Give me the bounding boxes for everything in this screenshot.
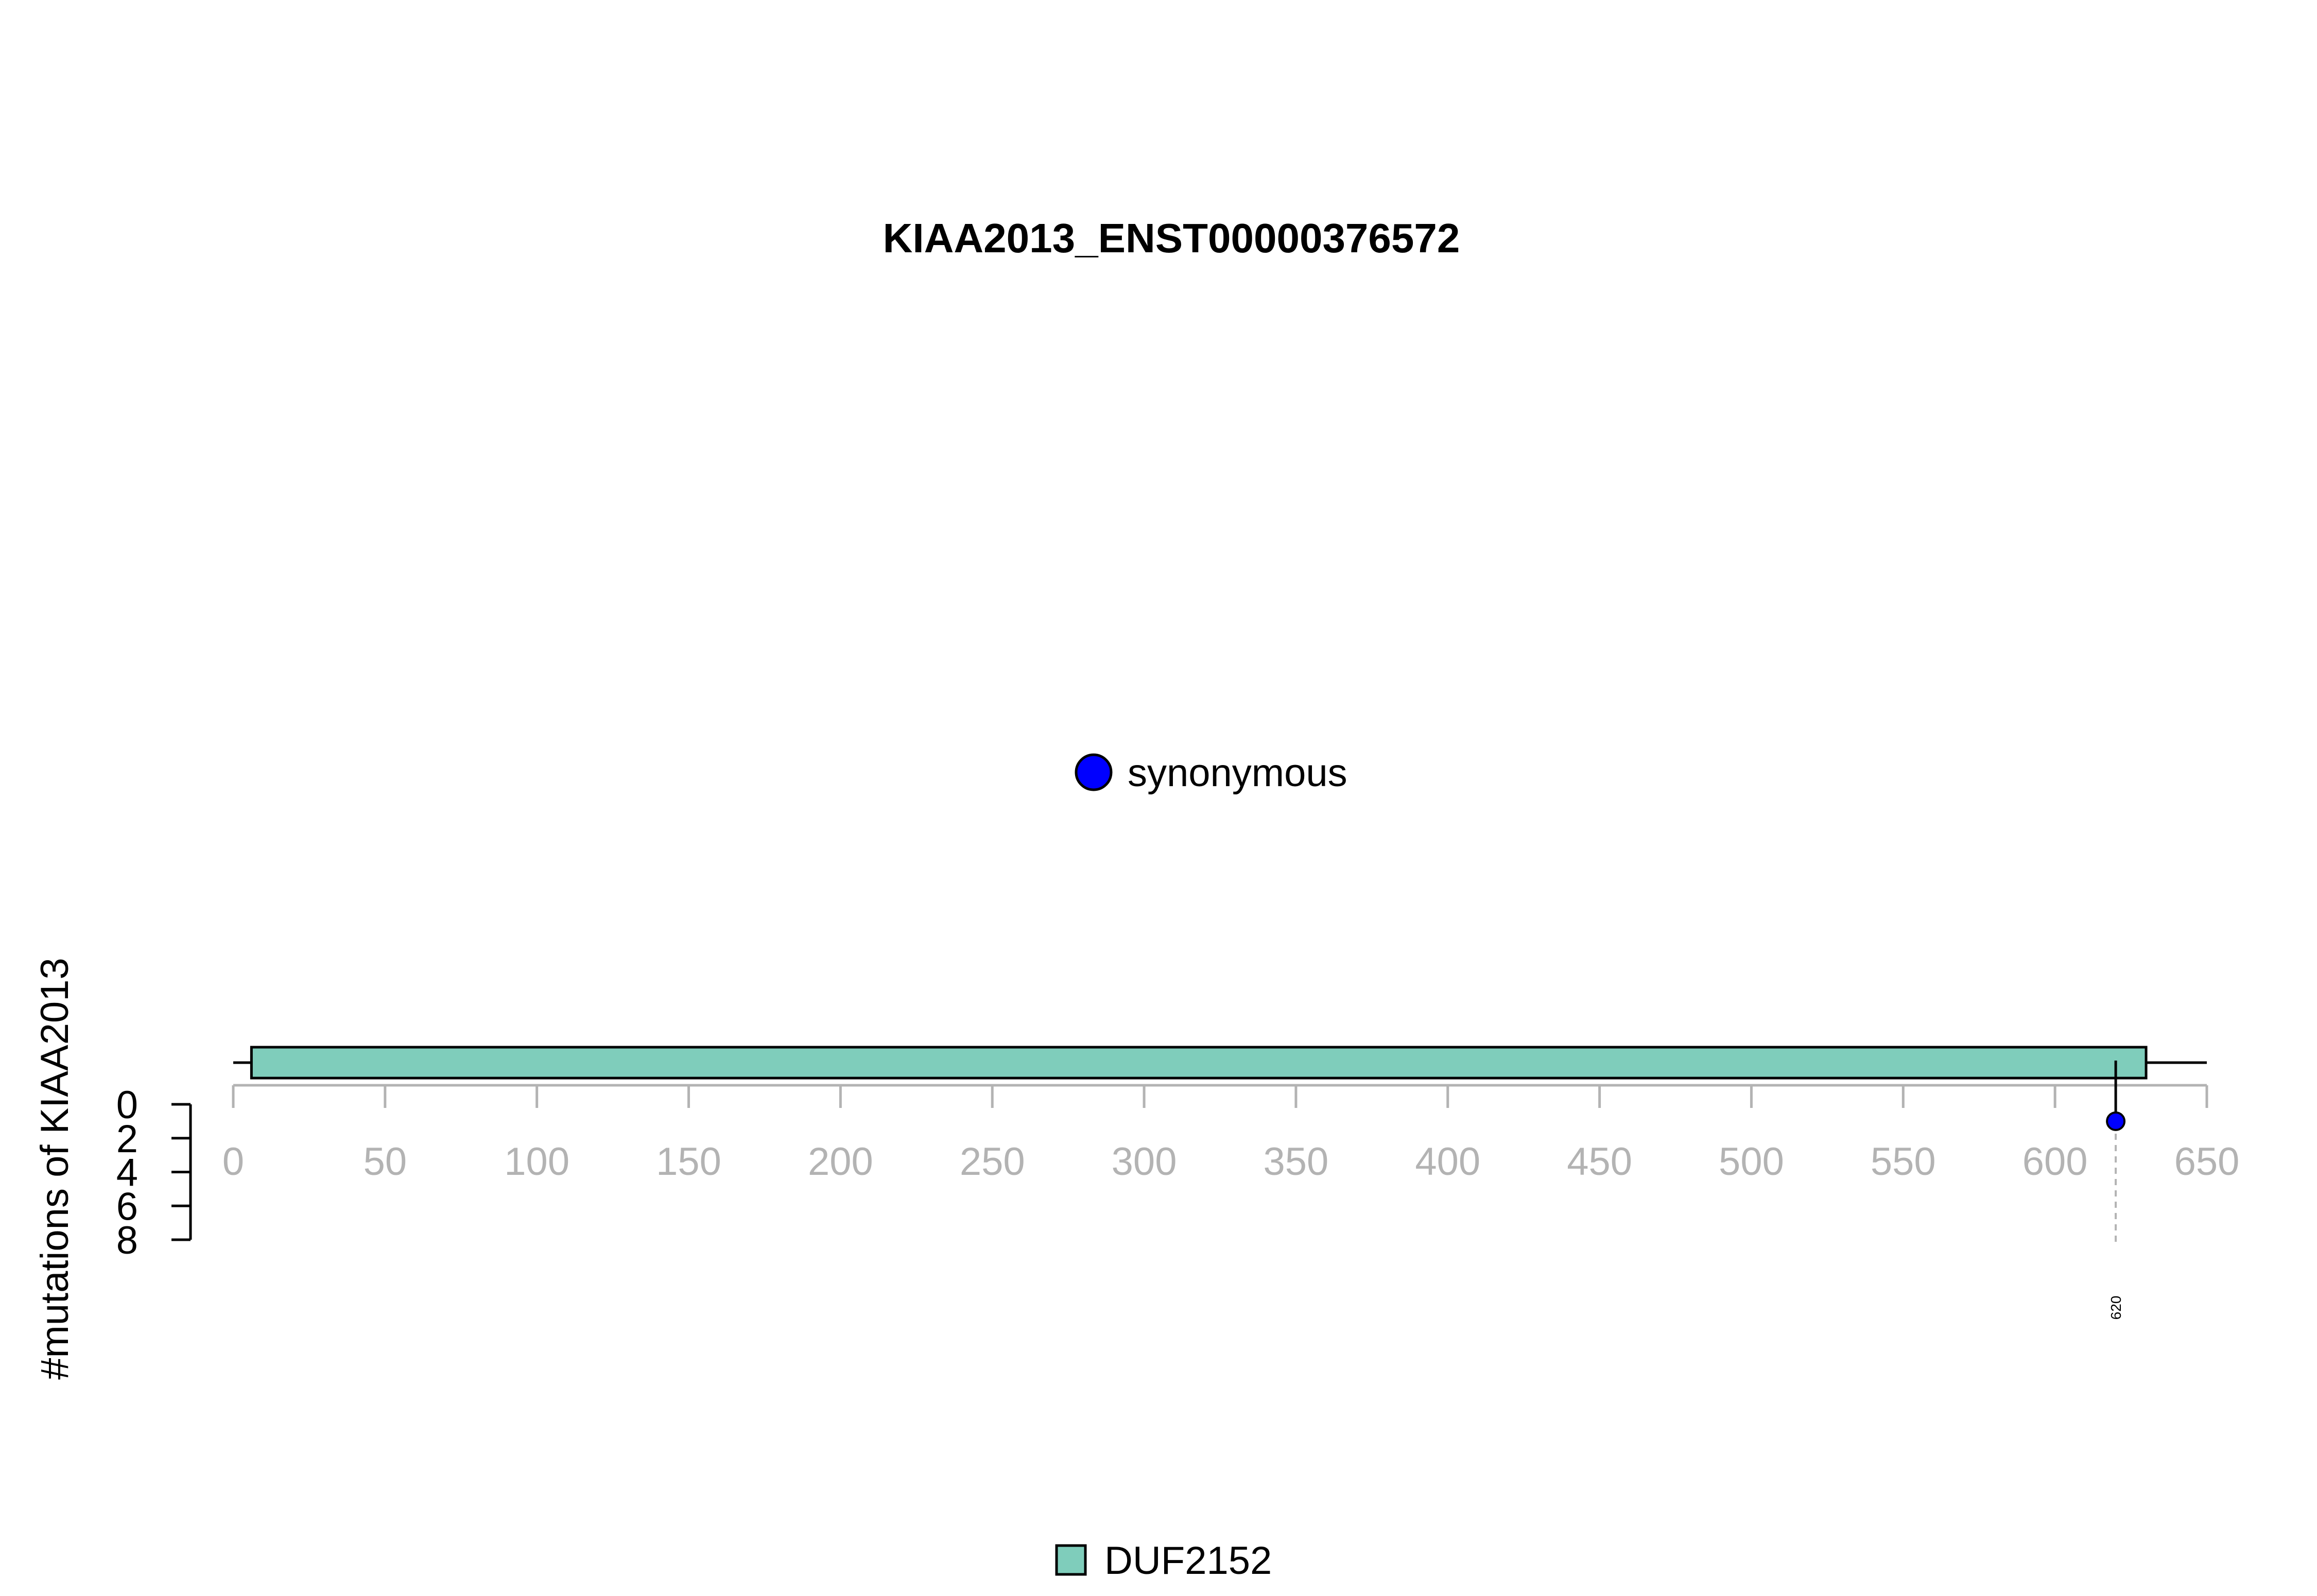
legend-label-synonymous: synonymous xyxy=(1128,751,1347,795)
x-axis: 0 50 100 150 200 250 300 350 400 450 500 550 600 650 xyxy=(222,1084,2240,1184)
domain-legend-swatch-DUF2152 xyxy=(1055,1544,1087,1576)
x-tick-label-400: 400 xyxy=(1415,1140,1480,1184)
y-axis-label: #mutations of KIAA2013 xyxy=(33,958,77,1380)
chart-title: KIAA2013_ENST00000376572 xyxy=(883,215,1460,261)
x-tick-label-0: 0 xyxy=(222,1140,244,1184)
legend-marker-synonymous xyxy=(1075,753,1113,791)
x-tick-label-350: 350 xyxy=(1264,1140,1329,1184)
mutation-legend: synonymous xyxy=(1075,751,1347,795)
domain-legend: DUF2152 xyxy=(1055,1539,1272,1583)
x-tick-label-50: 50 xyxy=(364,1140,407,1184)
x-tick-label-250: 250 xyxy=(960,1140,1025,1184)
x-tick-label-100: 100 xyxy=(504,1140,569,1184)
x-tick-label-150: 150 xyxy=(656,1140,721,1184)
y-tick-label-8: 8 xyxy=(116,1219,138,1262)
y-tick-label-6: 6 xyxy=(116,1185,138,1228)
y-tick-label-4: 4 xyxy=(116,1151,138,1195)
domain-DUF2152 xyxy=(250,1046,2148,1080)
y-tick-label-2: 2 xyxy=(116,1117,138,1161)
x-tick-label-600: 600 xyxy=(2022,1140,2088,1184)
x-tick-label-500: 500 xyxy=(1719,1140,1784,1184)
x-tick-label-300: 300 xyxy=(1112,1140,1177,1184)
x-tick-label-550: 550 xyxy=(1871,1140,1936,1184)
domains xyxy=(250,1046,2148,1080)
domain-legend-label-DUF2152: DUF2152 xyxy=(1104,1539,1272,1583)
x-tick-label-650: 650 xyxy=(2174,1140,2240,1184)
x-tick-label-200: 200 xyxy=(808,1140,873,1184)
x-tick-label-450: 450 xyxy=(1567,1140,1632,1184)
y-tick-label-0: 0 xyxy=(116,1083,138,1127)
mutation-label-620: 620 xyxy=(2108,1296,2124,1320)
mutation-marker-620 xyxy=(2106,1111,2126,1131)
mutations: 620 xyxy=(2106,1061,2126,1320)
